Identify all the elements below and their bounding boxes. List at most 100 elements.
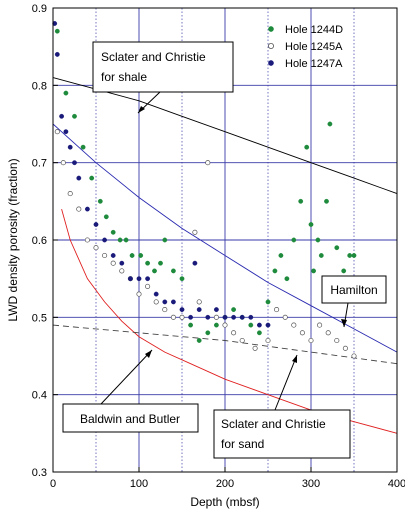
point-hole-1247a: [85, 206, 90, 212]
point-hole-1245a: [76, 206, 82, 212]
point-hole-1245a: [265, 337, 271, 344]
curve-3: [52, 324, 398, 365]
annotation-sand-arrowhead: [292, 355, 297, 363]
point-hole-1244d: [188, 322, 194, 328]
data-points: [52, 21, 357, 359]
axis-ticks: 0 100 200 300 400 0.3 0.4 0.5 0.6 0.7 0.8 0.9: [32, 3, 405, 490]
point-hole-1245a: [317, 322, 323, 328]
annotation-shale-box: [92, 41, 234, 93]
point-hole-1244d: [205, 330, 211, 336]
legend-marker-1245a: [267, 43, 274, 50]
annotation-sand-arrow: [274, 354, 298, 411]
point-hole-1244d: [278, 253, 284, 258]
point-hole-1244d: [315, 237, 321, 243]
point-hole-1247a: [110, 253, 116, 258]
point-hole-1245a: [54, 129, 60, 135]
point-hole-1245a: [136, 291, 142, 297]
annotation-shale: Sclater and Christie for shale: [92, 41, 234, 114]
annotation-hamilton-text: Hamilton: [330, 283, 377, 297]
point-hole-1244d: [117, 237, 123, 243]
point-hole-1245a: [60, 160, 66, 166]
point-hole-1245a: [274, 307, 280, 313]
annotation-sand-line1: Sclater and Christie: [221, 417, 326, 431]
point-hole-1245a: [110, 260, 116, 266]
point-hole-1244d: [72, 113, 77, 119]
point-hole-1245a: [308, 337, 314, 344]
point-hole-1244d: [152, 268, 157, 274]
point-hole-1247a: [239, 314, 245, 320]
point-hole-1245a: [179, 314, 185, 320]
legend-label-1247a: Hole 1247A: [285, 58, 343, 70]
point-hole-1244d: [291, 237, 297, 243]
point-hole-1244d: [54, 28, 60, 34]
y-axis-title: LWD density porosity (fraction): [6, 158, 20, 321]
annotation-sand: Sclater and Christie for sand: [213, 354, 351, 459]
curve-0: [52, 77, 398, 195]
point-hole-1245a: [351, 353, 357, 359]
annotation-hamilton: Hamilton: [321, 275, 387, 328]
point-hole-1244d: [129, 253, 135, 258]
point-hole-1244d: [145, 260, 151, 266]
point-hole-1244d: [97, 198, 103, 204]
point-hole-1244d: [162, 237, 168, 243]
point-hole-1247a: [248, 314, 254, 320]
point-hole-1244d: [89, 175, 95, 181]
point-hole-1247a: [179, 307, 185, 312]
point-hole-1244d: [196, 338, 202, 343]
point-hole-1247a: [76, 175, 82, 181]
x-tick-label: 0: [50, 478, 56, 490]
point-hole-1244d: [256, 330, 262, 336]
point-hole-1244d: [170, 268, 176, 274]
curve-1: [52, 123, 398, 353]
point-hole-1244d: [103, 214, 109, 220]
curve-2: [61, 208, 398, 434]
point-hole-1244d: [138, 253, 144, 258]
point-hole-1244d: [351, 253, 357, 258]
annotation-baldwin-arrowhead: [145, 350, 152, 358]
y-tick-label: 0.6: [32, 235, 47, 247]
annotation-shale-line2: for shale: [101, 70, 147, 84]
point-hole-1245a: [145, 283, 151, 289]
annotation-shale-line1: Sclater and Christie: [101, 50, 206, 64]
point-hole-1245a: [291, 322, 297, 328]
point-hole-1244d: [272, 268, 278, 274]
legend-label-1244d: Hole 1244D: [285, 24, 343, 36]
point-hole-1247a: [170, 299, 176, 305]
point-hole-1244d: [311, 268, 316, 274]
point-hole-1247a: [54, 52, 60, 57]
point-hole-1247a: [222, 314, 228, 320]
point-hole-1245a: [239, 337, 245, 344]
point-hole-1244d: [248, 322, 254, 328]
annotation-baldwin-arrow: [100, 349, 153, 405]
point-hole-1244d: [334, 245, 340, 251]
point-hole-1247a: [145, 276, 151, 282]
point-hole-1245a: [205, 160, 211, 166]
point-hole-1245a: [170, 314, 176, 320]
point-hole-1244d: [318, 253, 324, 258]
point-hole-1244d: [158, 260, 163, 266]
point-hole-1245a: [67, 191, 73, 197]
legend-marker-1244d: [268, 26, 274, 32]
point-hole-1245a: [342, 345, 348, 351]
point-hole-1244d: [110, 229, 116, 235]
point-hole-1247a: [102, 237, 108, 243]
annotation-sand-box: [213, 409, 351, 459]
point-hole-1245a: [153, 299, 159, 305]
point-hole-1247a: [205, 314, 211, 320]
point-hole-1247a: [59, 113, 64, 119]
point-hole-1245a: [119, 268, 125, 274]
point-hole-1245a: [213, 314, 219, 320]
point-hole-1244d: [304, 144, 310, 150]
x-tick-label: 300: [302, 478, 320, 490]
point-hole-1244d: [341, 268, 347, 274]
point-hole-1247a: [93, 222, 99, 227]
legend: Hole 1244D Hole 1245A Hole 1247A: [267, 24, 343, 70]
point-hole-1247a: [153, 291, 159, 297]
point-hole-1245a: [222, 322, 228, 328]
x-tick-label: 400: [388, 478, 405, 490]
point-hole-1247a: [265, 322, 271, 328]
point-hole-1244d: [123, 237, 129, 243]
legend-marker-1247a: [268, 60, 274, 66]
annotation-baldwin-text: Baldwin and Butler: [80, 412, 180, 426]
